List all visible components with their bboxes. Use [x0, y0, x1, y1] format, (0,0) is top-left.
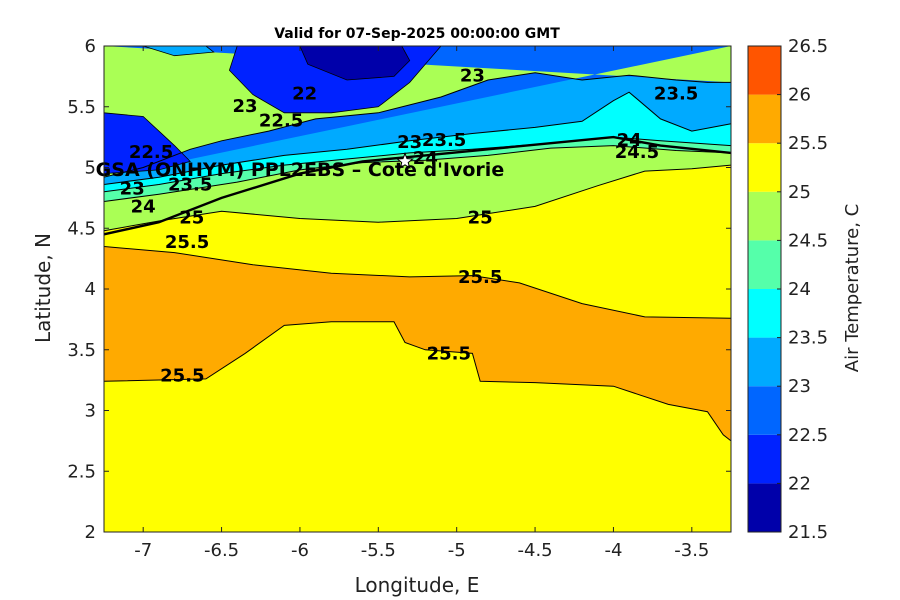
- contour-label: 22: [292, 84, 317, 105]
- colorbar-swatch: [748, 94, 781, 144]
- x-tick-label: -3.5: [674, 540, 709, 561]
- contour-label: 22.5: [129, 142, 173, 163]
- colorbar-swatch: [748, 46, 781, 95]
- colorbar-swatch: [748, 289, 781, 338]
- band-22.5-23: [104, 46, 731, 178]
- y-tick-label: 3.5: [67, 340, 96, 361]
- colorbar-tick-label: 21.5: [788, 522, 828, 543]
- contour-line-2: [103, 164, 732, 232]
- band-23-23.5: [104, 72, 731, 185]
- chart-title: Valid for 07-Sep-2025 00:00:00 GMT: [274, 26, 560, 42]
- contour-label: 23: [460, 65, 485, 86]
- y-tick-label: 6: [85, 36, 96, 57]
- band-24.5-25: [104, 145, 731, 231]
- colorbar-swatch: [748, 434, 781, 484]
- contour-line-3: [103, 145, 732, 202]
- y-tick-label: 4: [85, 279, 96, 300]
- site-star-icon: [396, 151, 414, 170]
- colorbar-tick-label: 25.5: [788, 133, 828, 154]
- contour-label: 23.5: [168, 175, 212, 196]
- colorbar-swatch: [748, 337, 781, 387]
- contour-label: 24: [131, 197, 156, 218]
- colorbar-tick-label: 22.5: [788, 425, 828, 446]
- band-25-25.5-north: [104, 165, 731, 319]
- colorbar-swatch: [748, 483, 781, 532]
- contour-label: 24: [617, 130, 642, 151]
- coastline: [103, 135, 732, 236]
- contour-label: 23: [397, 132, 422, 153]
- contour-label: 25.5: [458, 267, 502, 288]
- band-22-22.5-west: [103, 112, 191, 175]
- x-tick-label: -4.5: [518, 540, 553, 561]
- contour-label: 23: [120, 178, 145, 199]
- contour-label: 25.5: [427, 344, 471, 365]
- contour-label: 25: [468, 208, 493, 229]
- contour-label: 24: [413, 148, 438, 169]
- y-tick-label: 4.5: [67, 218, 96, 239]
- contour-label: 25.5: [160, 365, 204, 386]
- y-tick-label: 5.5: [67, 97, 96, 118]
- colorbar-swatch: [748, 386, 781, 435]
- x-tick-label: -6: [291, 540, 309, 561]
- contour-label: 25.5: [165, 232, 209, 253]
- colorbar-tick-label: 23: [788, 376, 811, 397]
- contour-line-4: [103, 136, 732, 193]
- x-tick-label: -6.5: [204, 540, 239, 561]
- y-tick-label: 3: [85, 401, 96, 422]
- contour-label: 24.5: [615, 142, 659, 163]
- y-tick-label: 2: [85, 522, 96, 543]
- colorbar-swatch: [748, 191, 781, 241]
- colorbar-swatch: [748, 240, 781, 289]
- y-tick-label: 5: [85, 158, 96, 179]
- y-tick-label: 2.5: [67, 461, 96, 482]
- colorbar-label: Air Temperature, C: [842, 204, 863, 372]
- band-24-24.5: [104, 137, 731, 202]
- site-label: GSA (ONHYM) PPL2EBS – Cote d'Ivorie: [96, 159, 505, 181]
- x-tick-label: -4: [604, 540, 622, 561]
- colorbar: 21.5 22 22.5 23 23.5 24 24.5 25 25.5 26 26.5: [747, 36, 828, 543]
- x-axis-label: Longitude, E: [355, 573, 480, 597]
- contour-label: 23.5: [654, 84, 698, 105]
- band-25.5-26: [104, 246, 731, 441]
- colorbar-tick-label: 26: [788, 85, 811, 106]
- contour-line-1: [103, 246, 732, 319]
- y-axis-label: Latitude, N: [31, 233, 55, 343]
- colorbar-swatch: [748, 143, 781, 192]
- contour-label: 23.5: [422, 130, 466, 151]
- colorbar-tick-label: 23.5: [788, 328, 828, 349]
- colorbar-tick-label: 26.5: [788, 36, 828, 57]
- band-23.5-24: [104, 92, 731, 192]
- colorbar-tick-label: 22: [788, 473, 811, 494]
- contour-label: 25: [179, 208, 204, 229]
- contour-label: 22.5: [259, 110, 303, 131]
- colorbar-tick-label: 24.5: [788, 230, 828, 251]
- colorbar-tick-label: 24: [788, 279, 811, 300]
- band-25-25.5: [104, 321, 731, 532]
- x-tick-label: -5: [448, 540, 466, 561]
- contour-label: 23: [233, 96, 258, 117]
- contour-line-0: [103, 321, 732, 442]
- contour-line-6: [103, 72, 731, 178]
- x-tick-label: -5.5: [361, 540, 396, 561]
- contour-line-5: [103, 91, 732, 185]
- colorbar-tick-label: 25: [788, 182, 811, 203]
- x-tick-label: -7: [134, 540, 152, 561]
